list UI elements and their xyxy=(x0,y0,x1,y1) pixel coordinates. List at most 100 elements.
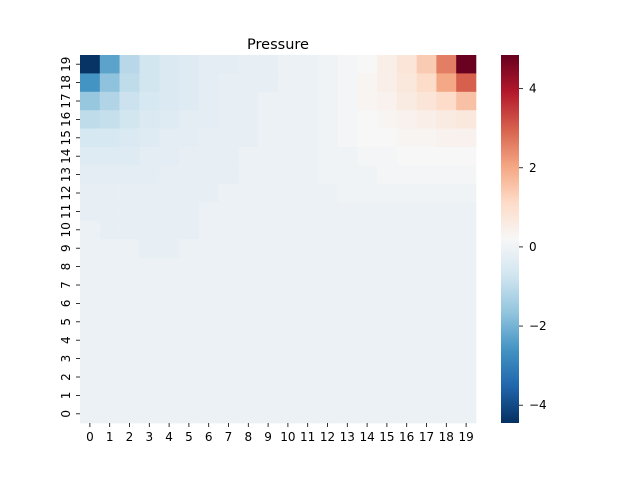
heatmap-cell xyxy=(297,202,318,221)
heatmap-cell xyxy=(238,257,259,277)
heatmap-cell xyxy=(80,312,101,332)
heatmap-cell xyxy=(179,367,200,387)
heatmap-cell xyxy=(139,91,160,111)
heatmap-cell xyxy=(80,220,101,240)
y-tick-label: 5 xyxy=(59,318,73,326)
heatmap-cell xyxy=(80,202,101,221)
heatmap-cell xyxy=(396,165,417,185)
heatmap-cell xyxy=(377,220,398,240)
heatmap-cell xyxy=(396,183,417,203)
heatmap-cell xyxy=(238,386,259,405)
heatmap-cell xyxy=(416,110,437,129)
heatmap-cell xyxy=(119,239,140,258)
heatmap-cell xyxy=(337,202,358,221)
heatmap-cell xyxy=(297,312,318,332)
heatmap-cell xyxy=(416,128,437,148)
y-tick-label: 4 xyxy=(59,336,73,344)
heatmap-cell xyxy=(159,55,180,74)
heatmap-cell xyxy=(337,404,358,424)
heatmap-cell xyxy=(179,202,200,221)
heatmap-cell xyxy=(99,312,120,332)
heatmap-cell xyxy=(159,202,180,221)
x-tick-label: 14 xyxy=(359,430,374,444)
heatmap-cell xyxy=(139,239,160,258)
heatmap-cell xyxy=(159,220,180,240)
heatmap-cell xyxy=(436,257,457,277)
heatmap-cell xyxy=(159,294,180,313)
heatmap-cell xyxy=(80,239,101,258)
heatmap-cells xyxy=(80,55,477,424)
heatmap-cell xyxy=(119,110,140,129)
heatmap-cell xyxy=(396,73,417,93)
heatmap-cell xyxy=(357,165,378,185)
heatmap-cell xyxy=(238,55,259,74)
heatmap-cell xyxy=(159,367,180,387)
heatmap-cell xyxy=(337,91,358,111)
heatmap-cell xyxy=(456,294,477,313)
heatmap-cell xyxy=(258,110,279,129)
heatmap-cell xyxy=(357,73,378,93)
heatmap-cell xyxy=(119,147,140,166)
heatmap-cell xyxy=(258,91,279,111)
heatmap-cell xyxy=(218,110,239,129)
heatmap-cell xyxy=(139,294,160,313)
heatmap-cell xyxy=(99,202,120,221)
heatmap-cell xyxy=(179,110,200,129)
heatmap-cell xyxy=(357,91,378,111)
x-tick-label: 7 xyxy=(225,430,233,444)
heatmap-cell xyxy=(218,147,239,166)
heatmap-cell xyxy=(218,294,239,313)
heatmap-cell xyxy=(278,386,299,405)
heatmap-cell xyxy=(377,275,398,295)
heatmap-cell xyxy=(337,331,358,350)
heatmap-cell xyxy=(337,220,358,240)
heatmap-cell xyxy=(179,147,200,166)
heatmap-cell xyxy=(416,294,437,313)
heatmap-cell xyxy=(377,331,398,350)
heatmap-cell xyxy=(357,312,378,332)
heatmap-cell xyxy=(258,165,279,185)
heatmap-cell xyxy=(99,404,120,424)
heatmap-cell xyxy=(436,367,457,387)
y-tick-label: 8 xyxy=(59,263,73,271)
heatmap-cell xyxy=(278,257,299,277)
heatmap-cell xyxy=(337,183,358,203)
heatmap-cell xyxy=(218,91,239,111)
heatmap-cell xyxy=(377,73,398,93)
heatmap-cell xyxy=(278,349,299,369)
y-tick-label: 13 xyxy=(59,167,73,182)
heatmap-cell xyxy=(357,349,378,369)
heatmap-cell xyxy=(159,183,180,203)
heatmap-cell xyxy=(456,331,477,350)
heatmap-cell xyxy=(238,367,259,387)
heatmap-cell xyxy=(80,257,101,277)
heatmap-cell xyxy=(258,128,279,148)
y-tick-label: 3 xyxy=(59,355,73,363)
heatmap-cell xyxy=(396,239,417,258)
heatmap-cell xyxy=(396,367,417,387)
heatmap-cell xyxy=(218,55,239,74)
heatmap-cell xyxy=(357,404,378,424)
heatmap-cell xyxy=(416,183,437,203)
heatmap-cell xyxy=(159,386,180,405)
x-tick-label: 6 xyxy=(205,430,213,444)
heatmap-cell xyxy=(80,147,101,166)
heatmap-cell xyxy=(396,386,417,405)
heatmap-cell xyxy=(258,294,279,313)
heatmap-cell xyxy=(396,312,417,332)
heatmap-cell xyxy=(456,404,477,424)
heatmap-cell xyxy=(416,147,437,166)
x-tick-label: 3 xyxy=(145,430,153,444)
heatmap-cell xyxy=(278,73,299,93)
heatmap-cell xyxy=(357,55,378,74)
heatmap-cell xyxy=(99,257,120,277)
heatmap-cell xyxy=(456,220,477,240)
x-tick-label: 15 xyxy=(379,430,394,444)
heatmap-cell xyxy=(119,55,140,74)
heatmap-cell xyxy=(317,183,338,203)
heatmap-cell xyxy=(416,202,437,221)
heatmap-cell xyxy=(119,367,140,387)
heatmap-cell xyxy=(159,165,180,185)
heatmap-cell xyxy=(99,275,120,295)
heatmap-cell xyxy=(99,91,120,111)
